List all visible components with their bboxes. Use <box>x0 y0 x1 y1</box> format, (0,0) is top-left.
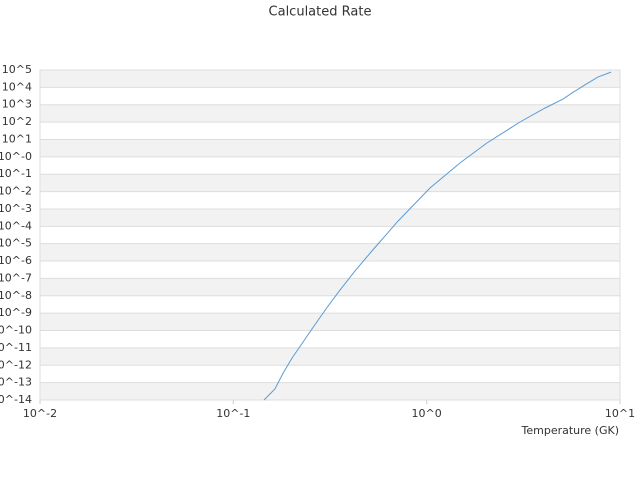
y-tick-label: 10^3 <box>2 98 32 111</box>
x-tick-label: 10^0 <box>412 407 442 420</box>
y-tick-label: 10^-11 <box>0 341 32 354</box>
y-tick-label: 10^-2 <box>0 185 32 198</box>
y-tick-label: 10^-12 <box>0 358 32 371</box>
grid-band <box>40 174 620 192</box>
y-tick-label: 10^2 <box>2 115 32 128</box>
y-tick-label: 10^-7 <box>0 271 32 284</box>
y-tick-label: 10^-13 <box>0 376 32 389</box>
y-tick-label: 10^1 <box>2 132 32 145</box>
grid-band <box>40 208 620 227</box>
grid-band <box>40 243 620 262</box>
y-tick-label: 10^-0 <box>0 150 32 163</box>
grid-band <box>40 139 620 157</box>
chart-title: Calculated Rate <box>269 5 372 20</box>
grid-band <box>40 347 620 366</box>
grid-band <box>40 278 620 296</box>
y-tick-label: 10^-1 <box>0 167 32 180</box>
x-axis-label: Temperature (GK) <box>521 424 620 437</box>
y-tick-label: 10^-8 <box>0 289 32 302</box>
grid-band <box>40 70 620 88</box>
x-tick-label: 10^-2 <box>23 407 57 420</box>
y-tick-label: 10^-3 <box>0 202 32 215</box>
plot-frame <box>39 69 621 401</box>
grid-band <box>40 313 620 331</box>
x-tick-label: 10^1 <box>605 407 635 420</box>
grid-band <box>40 382 620 400</box>
y-tick-label: 10^-10 <box>0 324 32 337</box>
data-line <box>263 71 612 401</box>
y-tick-label: 10^4 <box>2 80 32 93</box>
plot-background <box>40 70 620 400</box>
y-tick-label: 10^-4 <box>0 219 32 232</box>
y-tick-label: 10^-5 <box>0 237 32 250</box>
y-tick-label: 10^-14 <box>0 393 32 406</box>
y-tick-label: 10^-9 <box>0 306 32 319</box>
grid-band <box>40 104 620 123</box>
y-tick-label: 10^5 <box>2 63 32 76</box>
y-tick-label: 10^-6 <box>0 254 32 267</box>
x-tick-label: 10^-1 <box>216 407 250 420</box>
